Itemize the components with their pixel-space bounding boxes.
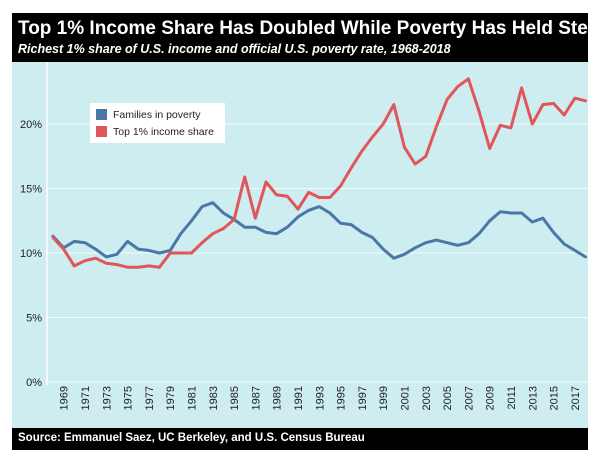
legend: Families in poverty Top 1% income share: [90, 103, 225, 143]
x-tick-label: 1971: [80, 386, 92, 410]
chart-subtitle: Richest 1% share of U.S. income and offi…: [18, 42, 451, 56]
title-bar: Top 1% Income Share Has Doubled While Po…: [12, 13, 600, 62]
x-tick-label: 1999: [378, 386, 390, 410]
x-tick-label: 2017: [570, 386, 582, 410]
x-tick-label: 1973: [101, 386, 113, 410]
x-tick-label: 1991: [293, 386, 305, 410]
y-tick-label: 0%: [26, 377, 42, 389]
x-tick-label: 2003: [421, 386, 433, 410]
x-tick-label: 1995: [336, 386, 348, 410]
x-tick-label: 1981: [186, 386, 198, 410]
x-tick-label: 1993: [314, 386, 326, 410]
x-tick-label: 1983: [208, 386, 220, 410]
legend-swatch-poverty: [96, 109, 107, 120]
x-tick-label: 1975: [123, 386, 135, 410]
legend-item-poverty: Families in poverty: [96, 109, 201, 121]
x-tick-label: 2015: [549, 386, 561, 410]
source-note: Source: Emmanuel Saez, UC Berkeley, and …: [18, 432, 365, 444]
chart-title: Top 1% Income Share Has Doubled While Po…: [18, 18, 600, 39]
x-tick-label: 2011: [506, 386, 518, 410]
x-tick-label: 1977: [144, 386, 156, 410]
x-tick-label: 2009: [485, 386, 497, 410]
x-tick-label: 1979: [165, 386, 177, 410]
chart-background: [12, 13, 588, 450]
y-tick-label: 10%: [20, 248, 42, 260]
legend-item-top1: Top 1% income share: [96, 126, 214, 138]
x-tick-label: 1997: [357, 386, 369, 410]
legend-label: Top 1% income share: [113, 126, 214, 138]
legend-swatch-top1: [96, 126, 107, 137]
x-tick-label: 2005: [442, 386, 454, 410]
x-tick-label: 1985: [229, 386, 241, 410]
legend-label: Families in poverty: [113, 109, 201, 121]
x-tick-label: 2001: [399, 386, 411, 410]
top1-income-line: [51, 77, 587, 269]
x-tick-label: 2013: [527, 386, 539, 410]
y-tick-label: 5%: [26, 313, 42, 325]
x-tick-label: 2007: [463, 386, 475, 410]
y-tick-label: 20%: [20, 119, 42, 131]
source-bar: Source: Emmanuel Saez, UC Berkeley, and …: [12, 428, 588, 450]
x-tick-label: 1969: [59, 386, 71, 410]
x-tick-label: 1989: [272, 386, 284, 410]
y-tick-label: 15%: [20, 184, 42, 196]
poverty-line: [51, 201, 587, 260]
x-tick-label: 1987: [250, 386, 262, 410]
